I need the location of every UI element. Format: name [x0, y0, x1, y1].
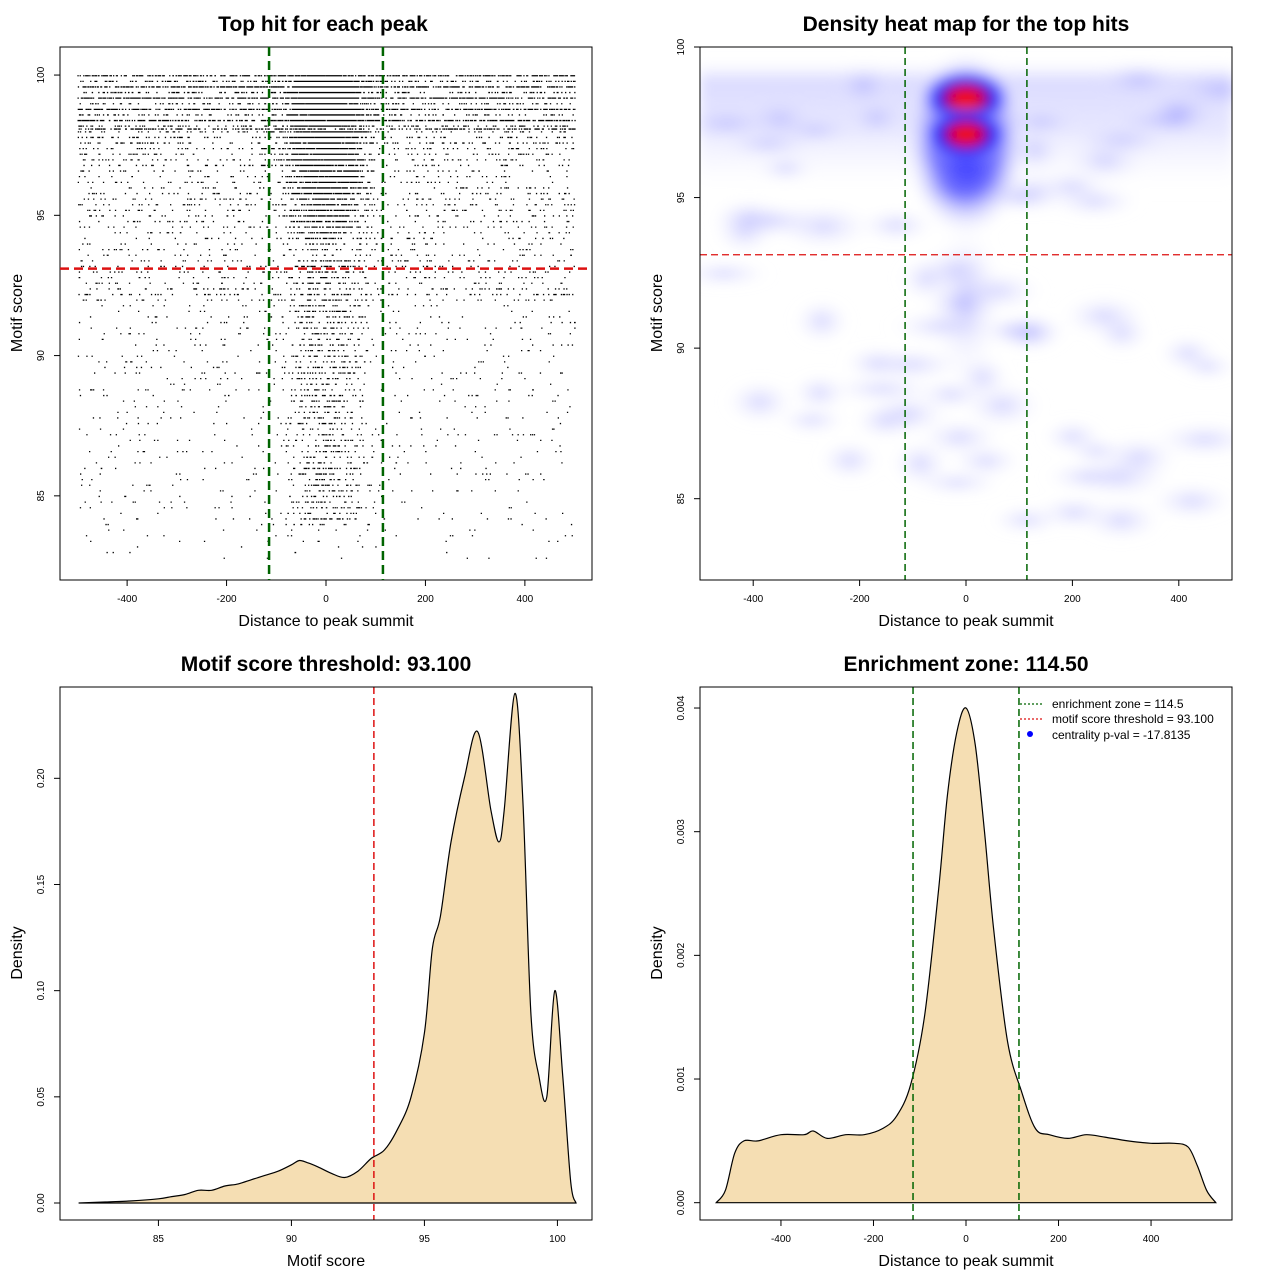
x-tick-label: 90	[286, 1234, 298, 1245]
y-tick-label: 90	[36, 350, 47, 362]
axes: -400 -200 0 200 400 85 90 95 100	[36, 66, 534, 605]
density-haze	[716, 203, 830, 240]
legend-label-threshold: motif score threshold = 93.100	[1052, 712, 1214, 726]
y-tick-label: 0.20	[36, 768, 47, 788]
y-axis-label: Motif score	[649, 274, 666, 352]
x-axis-label: Motif score	[287, 1253, 365, 1270]
axes: -400 -200 0 200 400 0.000 0.001 0.002 0.003 0.004	[676, 695, 1160, 1245]
density-haze	[1093, 59, 1184, 100]
x-tick-label: 200	[1050, 1234, 1067, 1245]
y-tick-label: 95	[36, 209, 47, 221]
density-haze	[1145, 481, 1232, 522]
legend-label-pval: centrality p-val = -17.8135	[1052, 728, 1191, 742]
x-tick-label: -200	[850, 594, 870, 605]
y-tick-label: 85	[676, 493, 687, 505]
density-curve	[715, 707, 1217, 1204]
plot-frame	[59, 46, 593, 581]
density-haze	[822, 374, 943, 404]
density-haze	[700, 259, 777, 288]
density-haze	[844, 96, 909, 139]
density-haze	[753, 154, 818, 183]
chart-title: Density heat map for the top hits	[803, 13, 1130, 36]
y-tick-label: 0.05	[36, 1087, 47, 1107]
x-tick-label: 200	[417, 594, 434, 605]
x-tick-label: 400	[1143, 1234, 1160, 1245]
density-haze	[790, 296, 853, 346]
heatmap-panel: Density heat map for the top hits -400 -2…	[649, 13, 1233, 630]
reference-lines	[60, 47, 592, 580]
x-tick-label: -400	[771, 1234, 791, 1245]
x-tick-label: 400	[517, 594, 534, 605]
chart-title: Top hit for each peak	[218, 13, 428, 36]
density-haze	[1057, 293, 1152, 339]
axes: 85 90 95 100 0.00 0.05 0.10 0.15 0.20	[36, 768, 566, 1245]
distance-density-panel: Enrichment zone: 114.50 -400 -200 0 200 400 0…	[649, 653, 1233, 1270]
y-tick-label: 0.00	[36, 1193, 47, 1213]
y-axis-label: Density	[9, 926, 26, 979]
y-tick-label: 0.002	[676, 942, 687, 967]
density-haze	[815, 438, 884, 483]
heatmap-area	[700, 47, 1232, 580]
y-tick-label: 0.004	[676, 695, 687, 720]
y-tick-label: 0.000	[676, 1190, 687, 1215]
x-tick-label: 85	[153, 1234, 165, 1245]
x-tick-label: -200	[217, 594, 237, 605]
x-tick-label: 200	[1064, 594, 1081, 605]
axes: -400 -200 0 200 400 85 90 95 100	[676, 38, 1188, 605]
density-haze	[700, 105, 784, 142]
density-haze	[1135, 87, 1227, 140]
y-axis-label: Motif score	[9, 274, 26, 352]
x-tick-label: 0	[963, 1234, 969, 1245]
reference-lines	[700, 47, 1232, 580]
density-curve	[78, 692, 577, 1204]
x-axis-label: Distance to peak summit	[878, 613, 1054, 630]
reference-lines	[912, 687, 1020, 1220]
density-haze	[998, 311, 1064, 354]
chart-title: Enrichment zone: 114.50	[843, 653, 1088, 676]
legend: enrichment zone = 114.5 motif score thre…	[1020, 697, 1214, 742]
y-tick-label: 0.10	[36, 980, 47, 1000]
y-tick-label: 85	[36, 490, 47, 502]
density-haze	[1095, 433, 1183, 482]
x-tick-label: -400	[117, 594, 137, 605]
density-field	[700, 48, 1232, 543]
scatter-points	[77, 75, 576, 559]
legend-swatch-pval	[1027, 731, 1033, 737]
x-tick-label: 95	[419, 1234, 431, 1245]
plot-frame	[59, 686, 593, 1221]
x-axis-label: Distance to peak summit	[878, 1253, 1054, 1270]
y-axis-label: Density	[649, 926, 666, 979]
density-tail	[926, 212, 1006, 393]
density-haze	[1038, 418, 1107, 455]
y-tick-label: 100	[676, 38, 687, 55]
score-density-panel: Motif score threshold: 93.100 85 90 95 100 0…	[9, 653, 593, 1270]
y-tick-label: 95	[676, 192, 687, 204]
density-haze	[1174, 353, 1232, 381]
x-tick-label: 0	[963, 594, 969, 605]
x-tick-label: -200	[863, 1234, 883, 1245]
y-tick-label: 0.003	[676, 819, 687, 844]
y-tick-label: 90	[676, 342, 687, 354]
y-tick-label: 0.001	[676, 1066, 687, 1091]
x-tick-label: 400	[1170, 594, 1187, 605]
x-axis-label: Distance to peak summit	[238, 613, 414, 630]
scatter-panel: Top hit for each peak -400 -200 0 200 400 85 9…	[9, 13, 593, 630]
density-haze	[887, 437, 954, 490]
x-tick-label: -400	[743, 594, 763, 605]
x-tick-label: 100	[549, 1234, 566, 1245]
density-haze	[773, 406, 851, 435]
density-hotspot	[920, 105, 1012, 163]
chart-title: Motif score threshold: 93.100	[181, 653, 472, 676]
density-haze	[1033, 168, 1112, 205]
scatter-marks	[77, 75, 576, 559]
y-tick-label: 100	[36, 66, 47, 83]
x-tick-label: 0	[323, 594, 329, 605]
legend-label-enrichment: enrichment zone = 114.5	[1052, 697, 1184, 711]
y-tick-label: 0.15	[36, 874, 47, 894]
